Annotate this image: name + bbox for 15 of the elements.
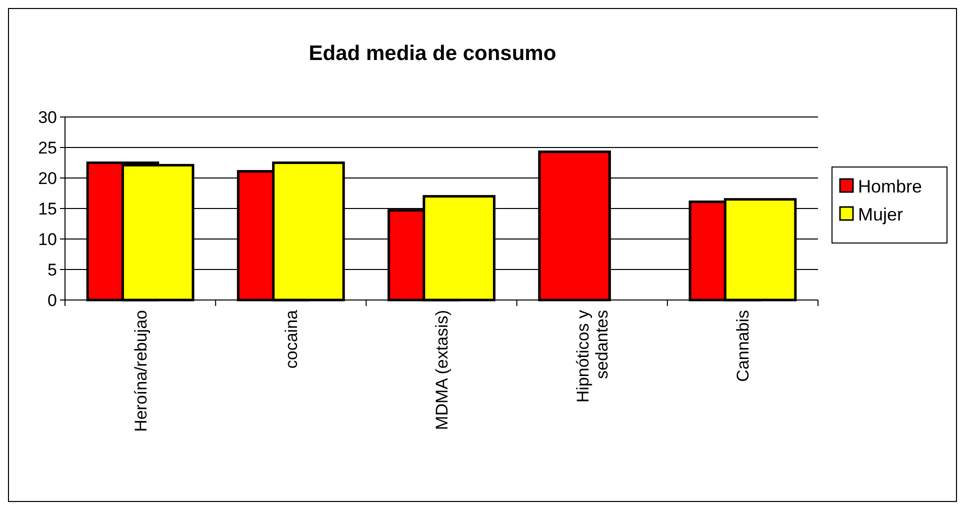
x-tick-label: Cannabis <box>734 310 753 382</box>
legend-label: Hombre <box>858 176 922 196</box>
y-tick-label: 30 <box>38 108 57 127</box>
x-tick-label: Hipnóticos y sedantes <box>574 310 612 403</box>
x-tick-label: cocaina <box>282 309 301 369</box>
y-tick-label: 20 <box>38 168 57 188</box>
y-tick-label: 15 <box>38 199 57 218</box>
y-tick-label: 10 <box>38 230 57 249</box>
y-tick-label: 25 <box>38 138 57 158</box>
x-tick-label: MDMA (extasis) <box>432 310 452 430</box>
chart-title: Edad media de consumo <box>308 42 556 65</box>
y-tick-label: 5 <box>48 260 57 280</box>
x-tick-label: Heroína/rebujao <box>131 310 150 432</box>
y-tick-label: 0 <box>48 290 57 310</box>
legend-label: Mujer <box>858 204 904 224</box>
